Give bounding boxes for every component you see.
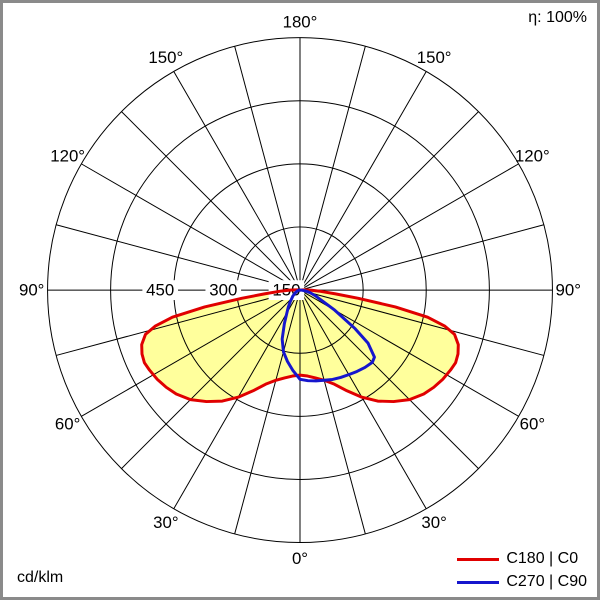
angle-label--120: 120° xyxy=(50,146,85,165)
angle-label-90: 90° xyxy=(556,281,581,300)
legend-label-c90: C270 | C90 xyxy=(506,573,587,590)
grid-ray-315 xyxy=(121,289,301,469)
grid-ray-345 xyxy=(234,289,301,535)
tick-label-mask xyxy=(142,280,179,300)
grid-ray-300 xyxy=(81,289,301,417)
angle-label-150: 150° xyxy=(417,48,452,67)
angle-label--30: 30° xyxy=(153,513,178,532)
efficiency-label: η: 100% xyxy=(528,9,587,26)
angle-label-60: 60° xyxy=(520,415,545,434)
legend-row-c0: C180 | C0 xyxy=(457,550,587,568)
grid-ray-225 xyxy=(121,111,301,291)
legend-row-c90: C270 | C90 xyxy=(457,573,587,591)
units-label: cd/klm xyxy=(17,569,64,586)
grid-ray-135 xyxy=(299,111,479,291)
angle-label-30: 30° xyxy=(421,513,446,532)
grid-ray-105 xyxy=(299,224,544,291)
angle-label--150: 150° xyxy=(148,48,183,67)
angle-label--60: 60° xyxy=(55,415,80,434)
grid-ray-15 xyxy=(299,289,366,535)
radial-tick-label-300: 300 xyxy=(209,281,237,300)
radial-tick-label-450: 450 xyxy=(146,281,174,300)
grid-ray-330 xyxy=(173,289,301,509)
angle-label--90: 90° xyxy=(19,281,44,300)
grid-ray-195 xyxy=(234,46,301,291)
grid-ray-210 xyxy=(173,71,301,291)
grid-ray-165 xyxy=(299,46,366,291)
legend: C180 | C0 C270 | C90 xyxy=(457,550,587,591)
c270-c90-curve xyxy=(280,288,376,383)
grid-ray-30 xyxy=(299,289,427,509)
grid-ray-285 xyxy=(56,289,301,356)
grid-ray-75 xyxy=(299,289,544,356)
legend-line-c90-icon xyxy=(457,580,500,584)
angle-label-0: 0° xyxy=(292,549,308,568)
grid-ray-120 xyxy=(299,163,519,291)
legend-line-c0-icon xyxy=(457,557,500,561)
c180-c0-curve xyxy=(140,288,460,404)
grid-ray-45 xyxy=(299,289,479,469)
grid-ray-150 xyxy=(299,71,427,291)
angle-label-120: 120° xyxy=(515,146,550,165)
legend-label-c0: C180 | C0 xyxy=(506,550,579,567)
angle-label-180: 180° xyxy=(283,12,318,31)
tick-label-mask xyxy=(205,280,242,300)
grid-ray-240 xyxy=(81,163,301,291)
grid-ray-255 xyxy=(56,224,301,291)
